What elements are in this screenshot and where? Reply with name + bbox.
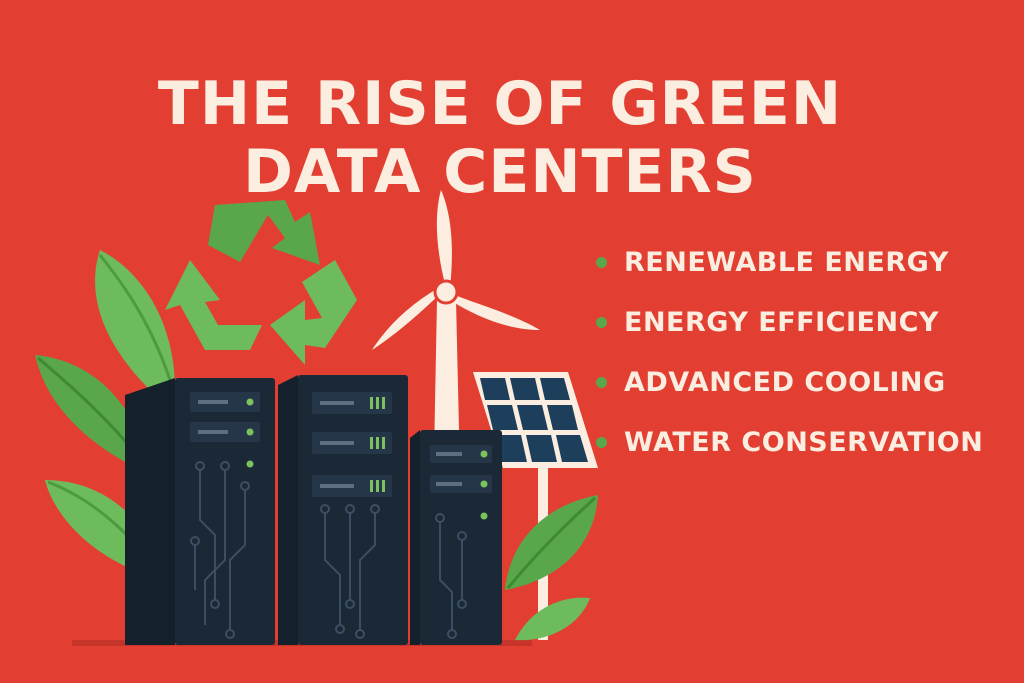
feature-label: RENEWABLE ENERGY [624, 246, 949, 278]
bullet-dot-icon [596, 436, 607, 448]
list-item: ENERGY EFFICIENCY [596, 292, 983, 352]
bullet-dot-icon [596, 376, 607, 388]
title-line-2: DATA CENTERS [243, 137, 757, 208]
bullet-dot-icon [596, 316, 607, 328]
bullet-dot-icon [596, 256, 607, 268]
feature-list: RENEWABLE ENERGY ENERGY EFFICIENCY ADVAN… [596, 232, 983, 472]
leaf-icon [515, 597, 590, 641]
list-item: RENEWABLE ENERGY [596, 232, 983, 292]
list-item: WATER CONSERVATION [596, 412, 983, 472]
leaf-icon [505, 495, 598, 590]
server-rack-icon [278, 375, 408, 645]
solar-panel-icon [473, 372, 598, 640]
feature-label: ENERGY EFFICIENCY [624, 306, 939, 338]
server-rack-icon [125, 378, 275, 645]
title-line-1: THE RISE OF GREEN [157, 69, 843, 140]
leaf-icon [95, 250, 175, 390]
recycle-icon [165, 200, 357, 365]
list-item: ADVANCED COOLING [596, 352, 983, 412]
page-title: THE RISE OF GREEN DATA CENTERS [0, 70, 1000, 206]
feature-label: WATER CONSERVATION [624, 426, 984, 458]
feature-label: ADVANCED COOLING [624, 366, 946, 398]
server-rack-icon [410, 430, 502, 645]
